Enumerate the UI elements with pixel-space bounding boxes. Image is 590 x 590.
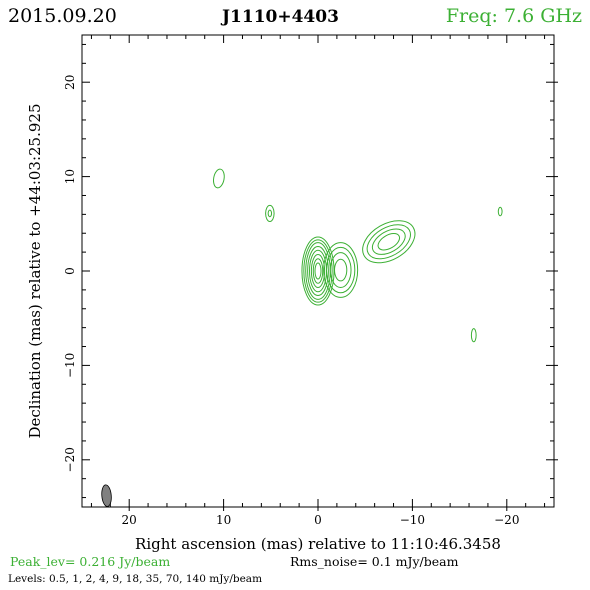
component-inner-jet: [323, 242, 359, 298]
contour-line: [323, 242, 359, 298]
component-blob-1: [213, 168, 225, 189]
component-blob-2: [265, 204, 275, 222]
contour-line: [362, 220, 416, 264]
frequency-label: Freq: 7.6 GHz: [446, 5, 582, 27]
x-tick-label: −10: [400, 513, 425, 527]
rms-noise: Rms_noise= 0.1 mJy/beam: [290, 554, 459, 569]
contour-line: [329, 252, 352, 289]
contour-line: [366, 224, 411, 260]
contour-line: [312, 258, 324, 284]
plot-frame: [81, 34, 555, 508]
axis-ticks: [82, 35, 558, 511]
observation-date: 2015.09.20: [8, 5, 117, 27]
contour-line: [310, 253, 326, 289]
peak-level: Peak_lev= 0.216 Jy/beam: [10, 554, 170, 569]
x-tick-label: 0: [314, 513, 322, 527]
contour-layer: [213, 168, 503, 343]
component-outer-jet: [362, 220, 416, 264]
component-blob-3: [497, 206, 503, 217]
contour-line: [307, 245, 329, 297]
contour-line: [497, 206, 503, 217]
contour-line: [314, 262, 322, 280]
x-tick-label: 20: [122, 513, 137, 527]
component-blob-4: [470, 328, 477, 343]
contour-levels: Levels: 0.5, 1, 2, 4, 9, 18, 35, 70, 140…: [8, 573, 262, 585]
contour-line: [265, 204, 275, 222]
y-tick-labels: −20 −10 0 10 20: [63, 75, 77, 473]
contour-line: [301, 236, 335, 306]
y-tick-label: 20: [63, 75, 77, 90]
x-tick-label: 10: [216, 513, 231, 527]
x-axis-title: Right ascension (mas) relative to 11:10:…: [135, 535, 501, 553]
contour-line: [303, 239, 333, 303]
y-tick-label: −10: [63, 353, 77, 378]
contour-line: [371, 228, 406, 255]
contour-line: [334, 258, 348, 282]
contour-line: [470, 328, 477, 343]
y-tick-label: 10: [63, 169, 77, 184]
beam-ellipse: [101, 484, 112, 507]
source-name: J1110+4403: [220, 7, 339, 27]
contour-line: [377, 233, 401, 251]
contour-line: [267, 209, 273, 218]
y-axis-title: Declination (mas) relative to +44:03:25.…: [26, 103, 44, 438]
x-tick-labels: 20 10 0 −10 −20: [122, 513, 520, 527]
contour-line: [213, 168, 225, 189]
component-core: [301, 236, 335, 306]
y-tick-label: 0: [63, 267, 77, 275]
x-tick-label: −20: [494, 513, 519, 527]
y-tick-label: −20: [63, 447, 77, 472]
contour-line: [325, 246, 356, 294]
